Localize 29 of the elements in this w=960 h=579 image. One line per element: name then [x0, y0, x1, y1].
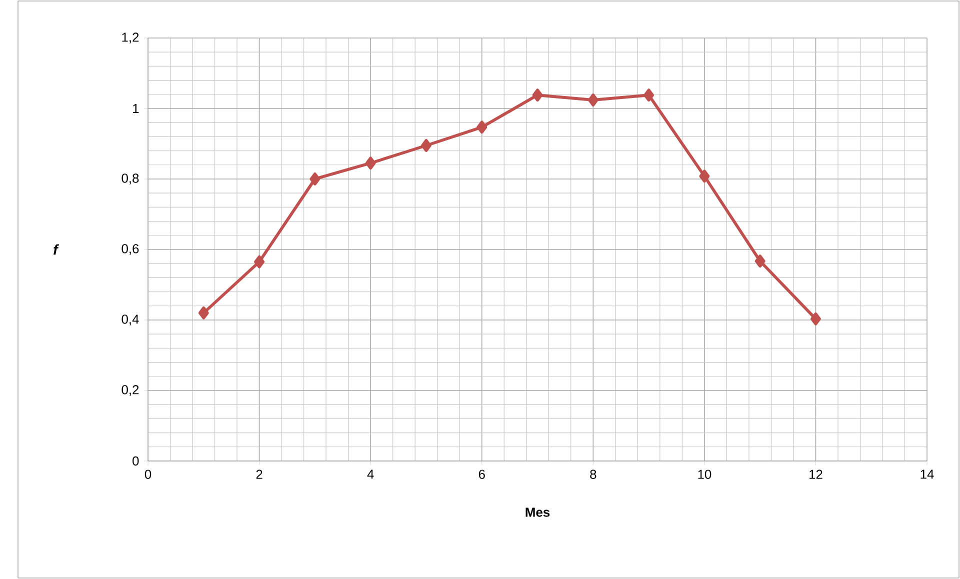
x-axis-title: Mes — [526, 508, 550, 517]
point — [310, 172, 320, 186]
x-tick-label: 10 — [698, 470, 712, 479]
point — [588, 94, 598, 106]
point — [754, 254, 766, 268]
y-tick-label: 0,6 — [122, 244, 139, 255]
x-tick-label: 12 — [810, 470, 822, 479]
x-tick-label: 6 — [478, 470, 485, 479]
y-tick-label: 0,8 — [122, 174, 139, 184]
x-tick-label: 0 — [144, 470, 152, 479]
point — [476, 120, 488, 134]
x-tick-label: 4 — [367, 470, 374, 479]
point — [198, 306, 209, 320]
point — [254, 255, 265, 268]
y-tick-label: 1 — [133, 104, 139, 113]
y-tick-label: 0,2 — [122, 385, 139, 396]
y-axis-title: f — [54, 244, 59, 255]
y-tick-label: 1,2 — [122, 32, 139, 44]
point — [365, 156, 376, 170]
point — [420, 139, 432, 152]
point — [532, 88, 543, 102]
x-tick-label: 2 — [256, 470, 262, 479]
point — [644, 88, 654, 102]
y-tick-label: 0 — [132, 456, 139, 466]
x-tick-label: 8 — [590, 470, 596, 479]
x-tick-label: 14 — [920, 470, 934, 479]
point — [810, 312, 821, 326]
point — [699, 170, 710, 183]
y-tick-label: 0,4 — [122, 314, 139, 326]
